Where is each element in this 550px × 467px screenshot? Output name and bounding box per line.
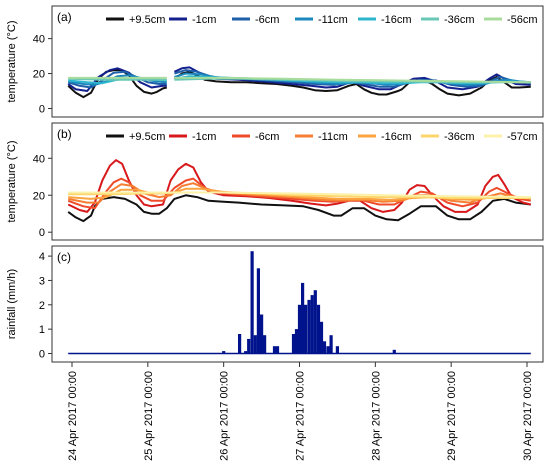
rain-bar [247, 338, 251, 354]
y-tick-label: 0 [39, 104, 45, 116]
panel-2 [48, 245, 544, 367]
y-axis-label: temperature (°C) [6, 140, 18, 222]
rain-bar [238, 334, 242, 354]
series-line-6 [68, 191, 531, 199]
y-tick-label: 20 [33, 69, 45, 81]
x-tick-label: 27 Apr 2017 00:00 [295, 371, 307, 461]
legend-label: -16cm [381, 14, 412, 26]
legend-label: -57cm [507, 131, 538, 143]
panel-1 [48, 122, 544, 241]
rain-bar [310, 295, 314, 354]
series-line-2 [67, 177, 531, 210]
rain-bar [335, 346, 339, 354]
legend-label: -11cm [318, 14, 348, 26]
x-tick-label: 29 Apr 2017 00:00 [446, 371, 458, 461]
rain-bar [322, 341, 327, 354]
y-tick-label: 2 [39, 300, 45, 312]
rain-bar [294, 329, 299, 354]
legend-label: -1cm [192, 131, 216, 143]
x-tick-label: 25 Apr 2017 00:00 [143, 371, 155, 461]
x-tick-label: 26 Apr 2017 00:00 [219, 371, 231, 461]
series-line-0 [67, 194, 531, 223]
legend-label: -11cm [318, 131, 348, 143]
rain-bar [301, 282, 305, 354]
legend-label: -56cm [507, 14, 538, 26]
y-tick-label: 0 [39, 227, 45, 239]
rain-bar [291, 334, 296, 354]
y-tick-label: 1 [39, 324, 45, 336]
rain-bar [250, 251, 254, 354]
legend-label: -36cm [444, 14, 475, 26]
rain-bar [272, 346, 277, 354]
rain-bar [263, 335, 267, 354]
rain-bar [326, 346, 330, 354]
rain-bar [329, 335, 333, 354]
legend-label: -36cm [444, 131, 475, 143]
panel-label: (c) [57, 250, 71, 264]
panel-frame [51, 5, 544, 118]
rain-bar [244, 351, 248, 354]
rain-bar [260, 314, 264, 354]
y-tick-label: 4 [39, 251, 45, 263]
x-tick-label: 24 Apr 2017 00:00 [67, 371, 79, 461]
panel-frame [51, 245, 544, 363]
y-axis-label: temperature (°C) [6, 20, 18, 102]
rain-bar [313, 290, 317, 354]
rain-bar [316, 304, 321, 354]
series-line-6 [68, 76, 531, 84]
legend-label: -1cm [192, 14, 216, 26]
rain-bar [392, 349, 396, 354]
legend-label: -16cm [381, 131, 412, 143]
rain-bar [307, 299, 311, 354]
panel-frame [51, 122, 544, 241]
y-tick-label: 20 [33, 190, 45, 202]
panel-label: (b) [57, 127, 72, 141]
y-axis-label: rainfall (mm/h) [6, 269, 18, 339]
x-tick-label: 28 Apr 2017 00:00 [370, 371, 382, 461]
y-tick-label: 40 [33, 34, 45, 46]
rain-bar [222, 351, 226, 354]
y-tick-label: 40 [33, 153, 45, 165]
x-tick-label: 30 Apr 2017 00:00 [522, 371, 534, 461]
rain-bar [319, 321, 324, 354]
series-line-1 [67, 159, 532, 213]
panel-label: (a) [57, 10, 72, 24]
legend-label: +9.5cm [129, 131, 165, 143]
rain-bar [275, 346, 280, 354]
legend-label: +9.5cm [129, 14, 165, 26]
legend-label: -6cm [255, 14, 279, 26]
rain-bar [256, 268, 260, 354]
rain-bar [253, 335, 257, 354]
rain-bar [297, 304, 302, 354]
panel-0 [48, 5, 544, 118]
series-line-4 [68, 187, 531, 201]
y-tick-label: 0 [39, 349, 45, 361]
rain-bar [304, 304, 308, 354]
legend-label: -6cm [255, 131, 279, 143]
y-tick-label: 3 [39, 275, 45, 287]
